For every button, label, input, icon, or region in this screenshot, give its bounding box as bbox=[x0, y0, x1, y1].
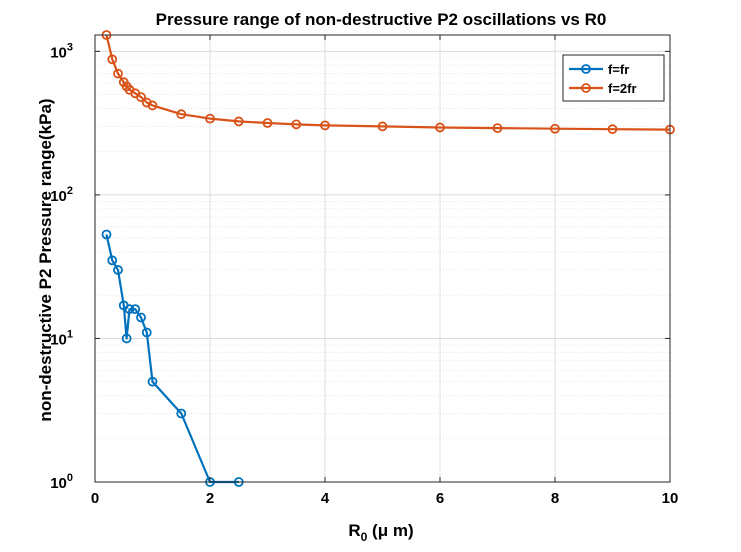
legend: f=fr f=2fr bbox=[562, 54, 665, 102]
series-2-point bbox=[107, 54, 118, 65]
series-2-point bbox=[147, 100, 158, 111]
x-tick-label: 0 bbox=[91, 490, 99, 507]
y-tick-exponent: 0 bbox=[67, 472, 73, 484]
y-tick-label: 101 bbox=[50, 328, 73, 348]
series-2-point bbox=[205, 113, 215, 124]
y-tick-base: 10 bbox=[50, 188, 67, 205]
x-axis-label-main: R bbox=[348, 521, 360, 540]
y-tick-label: 102 bbox=[50, 185, 73, 205]
chart-title: Pressure range of non-destructive P2 osc… bbox=[156, 10, 607, 29]
series-2-point bbox=[550, 123, 560, 134]
series-line-1 bbox=[105, 234, 239, 484]
x-tick-label: 2 bbox=[206, 490, 214, 507]
series-1-point bbox=[107, 255, 118, 266]
x-tick-label: 4 bbox=[321, 490, 330, 507]
plot-frame bbox=[94, 34, 671, 483]
series-1-point bbox=[113, 265, 123, 275]
series-2-point bbox=[262, 118, 273, 128]
series-2-point bbox=[492, 123, 503, 133]
x-axis-label-rest: (μ m) bbox=[367, 521, 413, 540]
series-1-point bbox=[124, 304, 135, 315]
y-tick-exponent: 1 bbox=[67, 328, 73, 340]
y-tick-exponent: 3 bbox=[67, 41, 73, 53]
series-2-point bbox=[291, 119, 302, 130]
x-axis-label: R0 (μ m) bbox=[348, 521, 413, 544]
series-1-point bbox=[176, 408, 187, 419]
series-2-point bbox=[136, 92, 146, 103]
series-2-point bbox=[377, 121, 388, 132]
y-tick-base: 10 bbox=[50, 44, 67, 61]
legend-label-2: f=2fr bbox=[608, 81, 637, 96]
series-1-point bbox=[136, 312, 146, 323]
x-tick-label: 8 bbox=[551, 490, 559, 507]
legend-box bbox=[562, 54, 665, 102]
series-1-point bbox=[141, 327, 152, 338]
legend-marker-2 bbox=[581, 83, 591, 93]
series-layer bbox=[101, 30, 675, 487]
x-tick-label: 6 bbox=[436, 490, 444, 507]
series-1-point bbox=[121, 333, 132, 344]
y-axis-label: non-destructive P2 Pressure range(kPa) bbox=[36, 98, 55, 421]
series-2-point bbox=[435, 122, 445, 133]
legend-label-1: f=fr bbox=[608, 62, 629, 77]
series-line-2 bbox=[105, 34, 671, 131]
series-2-point bbox=[607, 124, 618, 135]
y-tick-base: 10 bbox=[50, 331, 67, 348]
x-tick-label: 10 bbox=[662, 490, 679, 507]
series-2-point bbox=[176, 109, 187, 120]
series-1-point bbox=[130, 304, 141, 315]
y-tick-label: 103 bbox=[50, 41, 73, 61]
y-tick-base: 10 bbox=[50, 475, 67, 492]
legend-items: f=fr f=2fr bbox=[569, 62, 637, 96]
series-1-point bbox=[101, 229, 112, 240]
series-2-point bbox=[320, 120, 330, 131]
x-ticks: 0 2 4 6 8 10 bbox=[91, 35, 679, 507]
x-axis-label-subscript: 0 bbox=[361, 530, 368, 544]
y-tick-exponent: 2 bbox=[67, 185, 73, 197]
y-tick-label: 100 bbox=[50, 472, 73, 492]
series-2-point bbox=[233, 116, 244, 127]
series-2-point bbox=[113, 68, 123, 79]
series-1-point bbox=[147, 376, 158, 387]
legend-marker-1 bbox=[581, 64, 591, 74]
